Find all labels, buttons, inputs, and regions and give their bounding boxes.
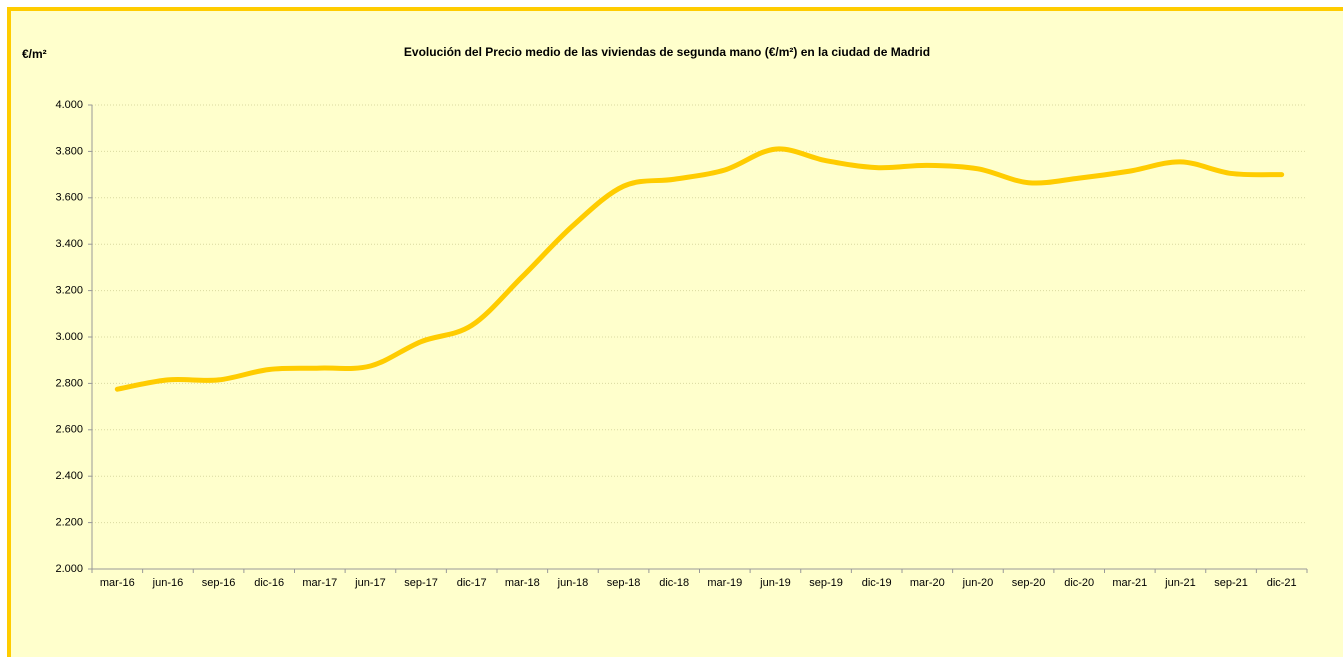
- y-tick-label: 2.000: [55, 563, 83, 575]
- y-tick-label: 2.400: [55, 470, 83, 482]
- x-tick-label: sep-19: [809, 577, 843, 589]
- line-series: [114, 146, 1285, 392]
- x-tick-label: sep-17: [404, 577, 438, 589]
- x-tick-label: sep-20: [1012, 577, 1046, 589]
- x-tick-label: mar-17: [302, 577, 337, 589]
- x-tick-label: jun-18: [557, 577, 589, 589]
- y-tick-label: 3.600: [55, 192, 83, 204]
- y-axis-label: €/m²: [22, 47, 47, 61]
- x-tick-label: jun-20: [962, 577, 994, 589]
- x-tick-label: dic-18: [659, 577, 689, 589]
- y-tick-label: 3.200: [55, 285, 83, 297]
- y-tick-label: 2.800: [55, 377, 83, 389]
- y-tick-label: 3.400: [55, 238, 83, 250]
- x-tick-label: mar-20: [910, 577, 945, 589]
- x-tick-label: mar-19: [707, 577, 742, 589]
- chart-frame: [7, 7, 1343, 662]
- chart-title: Evolución del Precio medio de las vivien…: [404, 45, 930, 59]
- x-tick-label: mar-21: [1112, 577, 1147, 589]
- x-tick-label: sep-18: [607, 577, 641, 589]
- y-tick-label: 3.800: [55, 145, 83, 157]
- x-tick-label: sep-16: [202, 577, 236, 589]
- x-tick-label: jun-17: [354, 577, 386, 589]
- x-tick-label: mar-16: [100, 577, 135, 589]
- x-tick-label: jun-16: [152, 577, 184, 589]
- y-tick-label: 2.200: [55, 517, 83, 529]
- x-tick-label: jun-19: [759, 577, 791, 589]
- y-tick-label: 3.000: [55, 331, 83, 343]
- x-tick-label: sep-21: [1214, 577, 1248, 589]
- x-tick-label: dic-21: [1267, 577, 1297, 589]
- y-tick-label: 4.000: [55, 99, 83, 111]
- x-tick-label: mar-18: [505, 577, 540, 589]
- x-tick-label: dic-19: [862, 577, 892, 589]
- y-tick-label: 2.600: [55, 424, 83, 436]
- x-tick-label: dic-17: [457, 577, 487, 589]
- x-tick-label: dic-20: [1064, 577, 1094, 589]
- x-tick-label: dic-16: [254, 577, 284, 589]
- x-tick-label: jun-21: [1164, 577, 1196, 589]
